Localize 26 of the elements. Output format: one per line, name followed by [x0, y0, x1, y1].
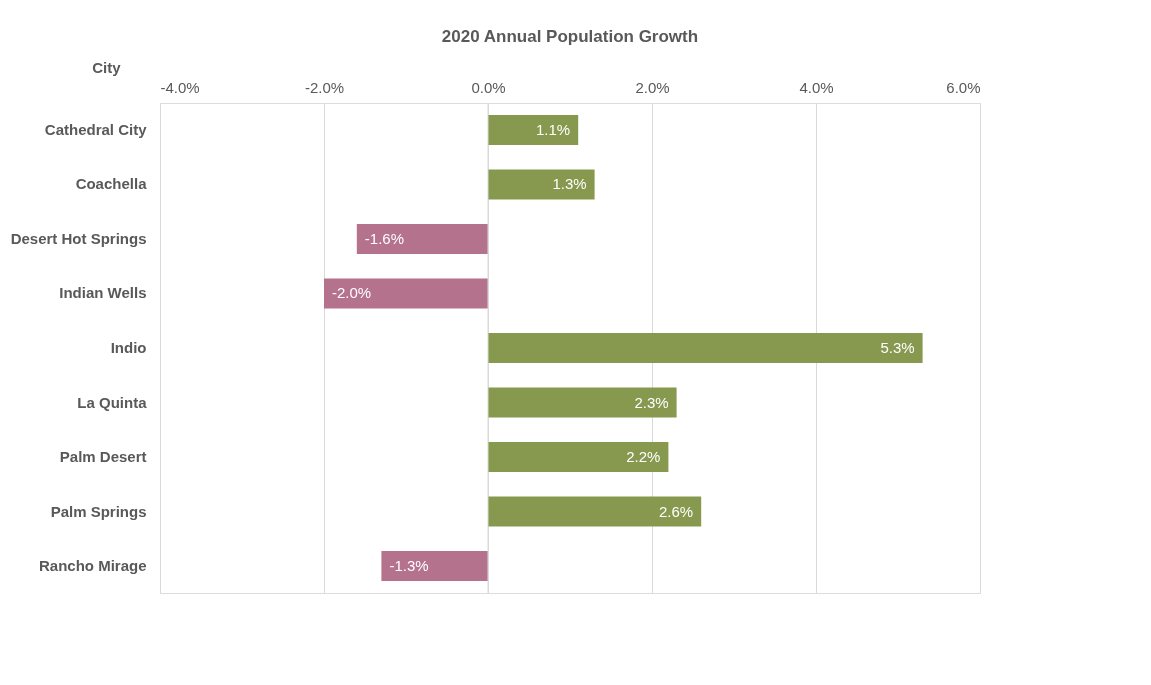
chart-title: 2020 Annual Population Growth [441, 27, 699, 46]
data-label: -2.0% [332, 284, 372, 302]
data-label: 2.3% [634, 393, 669, 411]
data-label: 5.3% [880, 339, 915, 356]
x-tick-label: 0.0% [471, 78, 506, 96]
data-label: -1.6% [364, 229, 404, 247]
x-tick-label: 4.0% [799, 78, 834, 96]
x-tick-label: -2.0% [304, 78, 345, 96]
x-tick-label: 2.0% [635, 78, 670, 96]
y-tick-label: Palm Springs [50, 502, 147, 520]
data-label: 1.3% [552, 175, 587, 193]
y-tick-label: Desert Hot Springs [10, 229, 147, 247]
data-label: 1.1% [536, 120, 571, 138]
data-label: 2.6% [659, 502, 694, 520]
y-tick-label: Palm Desert [59, 448, 147, 466]
y-tick-label: Coachella [75, 175, 148, 193]
data-label: -1.3% [389, 557, 429, 575]
y-tick-label: La Quinta [77, 393, 148, 411]
y-tick-label: Indio [110, 339, 147, 356]
y-tick-label: Rancho Mirage [38, 557, 147, 575]
y-tick-label: Indian Wells [59, 284, 147, 302]
y-axis-title: City [92, 58, 122, 76]
x-tick-label: -4.0% [160, 78, 200, 96]
data-label: 2.2% [626, 448, 661, 466]
y-tick-label: Cathedral City [44, 120, 148, 138]
x-tick-label: 6.0% [946, 78, 981, 96]
